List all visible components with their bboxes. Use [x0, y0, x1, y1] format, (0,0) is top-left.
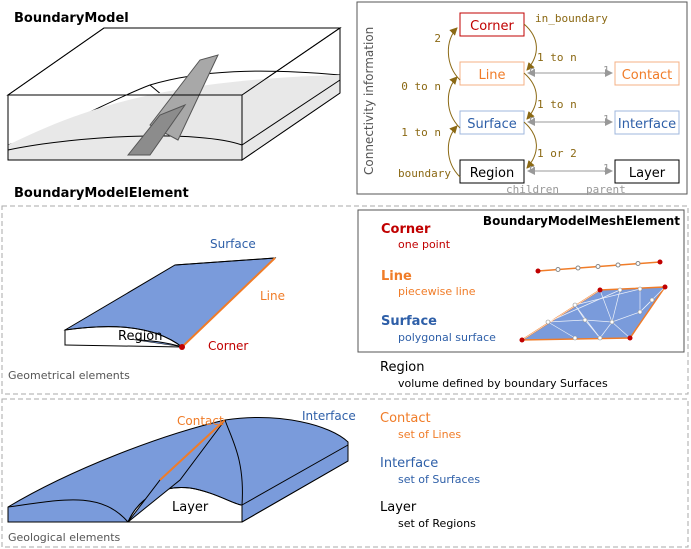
node-line: Line — [459, 61, 525, 86]
label-children: children — [506, 183, 559, 196]
node-surface: Surface — [459, 110, 525, 135]
mesh-surface-title: Surface — [381, 314, 437, 329]
node-interface: Interface — [614, 110, 680, 135]
label-one3: 1 — [603, 162, 610, 175]
label-one-to-n-a: 1 to n — [537, 51, 577, 64]
geometric-caption: Geometrical elements — [8, 369, 130, 382]
mesh-panel-title: BoundaryModelMeshElement — [483, 214, 680, 228]
connectivity-panel — [356, 1, 688, 195]
label-one-to-n-left: 1 to n — [401, 126, 441, 139]
node-contact: Contact — [614, 61, 680, 86]
label-one2: 1 — [603, 113, 610, 126]
label-parent: parent — [586, 183, 626, 196]
geological-panel — [1, 398, 689, 548]
label-in-boundary: in_boundary — [535, 12, 608, 25]
mesh-surface-desc: polygonal surface — [398, 331, 496, 344]
label-one-or-two: 1 or 2 — [537, 147, 577, 160]
legend-layer-title: Layer — [380, 500, 417, 515]
geo-label-interface: Interface — [302, 409, 356, 423]
label-boundary: boundary — [398, 167, 451, 180]
node-corner: Corner — [459, 12, 525, 37]
geo-label-line: Line — [260, 289, 285, 303]
mesh-corner-desc: one point — [398, 238, 451, 251]
svg-text:Surface: Surface — [467, 117, 517, 132]
label-one1: 1 — [603, 64, 610, 77]
svg-text:Interface: Interface — [618, 117, 676, 132]
label-zero-to-n: 0 to n — [401, 80, 441, 93]
node-layer: Layer — [614, 159, 680, 184]
svg-text:Contact: Contact — [622, 68, 673, 83]
geological-illustration — [7, 417, 349, 523]
geological-caption: Geological elements — [8, 531, 121, 544]
legend-layer-desc: set of Regions — [398, 517, 476, 530]
legend-contact-title: Contact — [380, 411, 431, 426]
boundary-model-element-title: BoundaryModelElement — [14, 186, 189, 201]
mesh-surface-illustration — [519, 284, 668, 343]
region-desc-title: Region — [380, 360, 425, 375]
svg-text:Line: Line — [478, 68, 505, 83]
boundary-arrows — [447, 27, 461, 178]
geometric-panel — [1, 205, 689, 395]
boundary-model-illustration — [6, 27, 342, 161]
geo-label-layer: Layer — [172, 500, 209, 515]
mesh-panel — [357, 209, 685, 353]
svg-text:Layer: Layer — [629, 166, 666, 181]
svg-text:Corner: Corner — [470, 19, 514, 34]
mesh-line-desc: piecewise line — [398, 285, 476, 298]
node-region: Region — [459, 159, 525, 184]
geo-label-corner: Corner — [208, 339, 248, 353]
mesh-line-title: Line — [381, 269, 412, 284]
label-n3: n — [529, 162, 536, 175]
region-desc-text: volume defined by boundary Surfaces — [398, 377, 608, 390]
label-n1: n — [529, 64, 536, 77]
svg-text:Region: Region — [470, 166, 515, 181]
geo-label-region: Region — [118, 329, 163, 344]
parent-children-arrows — [527, 69, 613, 175]
legend-interface-desc: set of Surfaces — [398, 473, 480, 486]
label-one-to-n-b: 1 to n — [537, 98, 577, 111]
geo-label-surface: Surface — [210, 237, 256, 251]
boundary-model-title: BoundaryModel — [14, 11, 129, 26]
geo-label-contact: Contact — [177, 414, 224, 428]
mesh-line-illustration — [535, 259, 663, 274]
geometric-illustration — [63, 257, 277, 350]
legend-contact-desc: set of Lines — [398, 428, 461, 441]
label-two: 2 — [434, 32, 441, 45]
label-n2: n — [529, 113, 536, 126]
mesh-corner-title: Corner — [381, 222, 431, 237]
in-boundary-arrows — [523, 23, 537, 169]
legend-interface-title: Interface — [380, 456, 438, 471]
connectivity-vertical-label: Connectivity information — [362, 27, 376, 175]
